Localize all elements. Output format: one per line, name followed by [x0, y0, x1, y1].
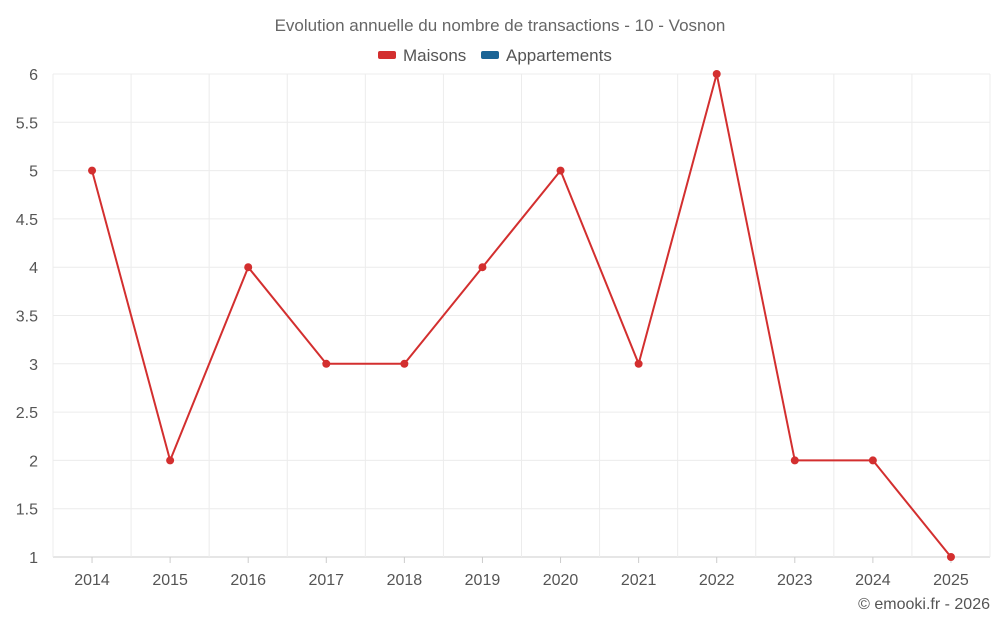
y-tick-label: 4.5: [16, 212, 38, 229]
series-line-maisons: [91, 73, 952, 558]
legend-label-appartements[interactable]: Appartements: [506, 46, 612, 65]
legend[interactable]: Maisons Appartements: [378, 46, 612, 65]
y-tick-label: 2.5: [16, 405, 38, 422]
x-tick-label: 2016: [230, 572, 266, 589]
y-tick-label: 3.5: [16, 309, 38, 326]
data-point-2020[interactable]: [556, 166, 565, 175]
x-axis-ticks: 2014 2015 2016 2017 2018 2019 2020 2021 2022 2023…: [74, 557, 969, 589]
legend-label-maisons[interactable]: Maisons: [403, 46, 466, 65]
data-point-2019[interactable]: [478, 263, 487, 272]
y-tick-label: 2: [29, 453, 38, 470]
data-point-2017[interactable]: [322, 359, 331, 368]
y-tick-label: 5.5: [16, 115, 38, 132]
y-tick-label: 1: [29, 550, 38, 567]
data-point-2015[interactable]: [166, 456, 175, 465]
legend-swatch-appartements[interactable]: [481, 51, 499, 59]
x-tick-label: 2018: [387, 572, 423, 589]
y-tick-label: 4: [29, 260, 38, 277]
x-tick-label: 2022: [699, 572, 735, 589]
data-point-2025[interactable]: [946, 553, 955, 561]
series-maisons: [88, 70, 955, 561]
y-tick-label: 1.5: [16, 502, 38, 519]
x-tick-label: 2019: [465, 572, 501, 589]
y-tick-label: 5: [29, 164, 38, 181]
y-tick-label: 6: [29, 67, 38, 84]
data-point-2014[interactable]: [88, 166, 97, 175]
x-tick-label: 2024: [855, 572, 891, 589]
credit-text: © emooki.fr - 2026: [858, 596, 990, 613]
x-tick-label: 2025: [933, 572, 969, 589]
data-point-2021[interactable]: [634, 359, 643, 368]
data-point-2024[interactable]: [868, 456, 877, 465]
data-point-2018[interactable]: [400, 359, 409, 368]
y-tick-label: 3: [29, 357, 38, 374]
x-tick-label: 2023: [777, 572, 813, 589]
chart-title: Evolution annuelle du nombre de transact…: [275, 16, 726, 35]
y-axis-ticks: 1 1.5 2 2.5 3 3.5 4 4.5 5 5.5 6: [16, 67, 38, 567]
x-tick-label: 2017: [308, 572, 344, 589]
x-tick-label: 2015: [152, 572, 188, 589]
x-tick-label: 2021: [621, 572, 657, 589]
gridlines: [52, 73, 991, 558]
x-tick-label: 2014: [74, 572, 110, 589]
x-tick-label: 2020: [543, 572, 579, 589]
data-point-2022[interactable]: [712, 70, 721, 78]
data-point-2016[interactable]: [244, 263, 253, 272]
data-point-2023[interactable]: [790, 456, 799, 465]
legend-swatch-maisons[interactable]: [378, 51, 396, 59]
